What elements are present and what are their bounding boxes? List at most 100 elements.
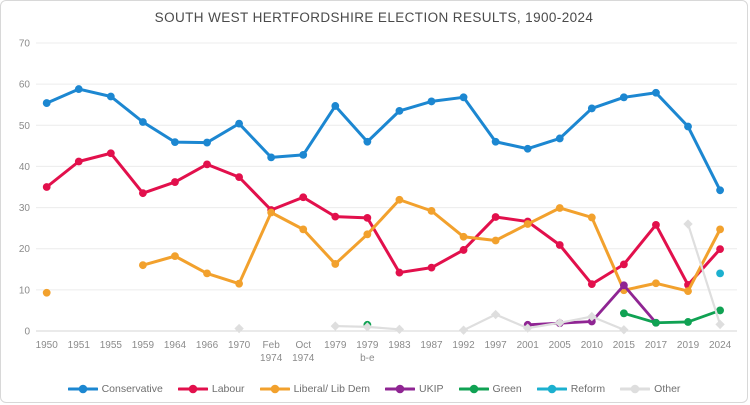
legend-marker-icon — [67, 384, 98, 394]
data-point-Labour — [427, 263, 436, 272]
data-point-Conservative — [587, 104, 596, 113]
data-point-Conservative — [42, 99, 51, 107]
data-point-Liberal/ Lib Dem — [459, 232, 468, 241]
legend-label: Labour — [211, 383, 245, 395]
legend-label: Reform — [570, 383, 606, 395]
data-point-Liberal/ Lib Dem — [235, 279, 243, 288]
legend-marker-icon — [620, 384, 651, 394]
data-point-Labour — [74, 157, 83, 166]
x-axis-tick-label: b-e — [360, 353, 375, 364]
data-point-Liberal/ Lib Dem — [587, 213, 596, 222]
data-point-Green — [684, 318, 692, 326]
x-axis-tick-label: 2001 — [517, 340, 540, 351]
x-axis-tick-label: 2019 — [677, 340, 700, 351]
data-point-Conservative — [235, 119, 243, 128]
data-point-Labour — [363, 213, 372, 222]
data-point-Conservative — [171, 138, 179, 147]
x-axis-tick-label: 1951 — [68, 340, 91, 351]
data-point-Liberal/ Lib Dem — [555, 204, 564, 212]
data-point-Green — [716, 306, 724, 315]
x-axis-tick-label: 1955 — [100, 340, 123, 351]
data-point-Liberal/ Lib Dem — [171, 252, 179, 261]
x-axis-tick-label: 2005 — [549, 340, 572, 351]
x-axis-tick-label: 1974 — [260, 353, 283, 364]
legend-item-labour: Labour — [177, 383, 245, 395]
x-axis-tick-label: 1950 — [36, 340, 59, 351]
data-point-Conservative — [523, 144, 532, 153]
y-axis-tick-label: 0 — [24, 327, 30, 338]
data-point-Conservative — [459, 93, 468, 102]
data-point-Liberal/ Lib Dem — [395, 195, 404, 204]
legend-marker-icon — [385, 384, 416, 394]
series-line-Green — [622, 309, 722, 325]
data-point-UKIP — [619, 281, 628, 290]
data-point-Labour — [395, 268, 404, 277]
data-point-Conservative — [652, 88, 660, 97]
data-point-Liberal/ Lib Dem — [363, 230, 372, 239]
x-axis-tick-label: Feb — [263, 340, 281, 351]
series-line-Labour — [45, 151, 722, 287]
data-point-Liberal/ Lib Dem — [523, 220, 532, 228]
data-point-Labour — [331, 212, 340, 221]
legend-item-liberal-lib-dem: Liberal/ Lib Dem — [259, 383, 371, 395]
data-point-Labour — [203, 160, 211, 169]
legend-item-other: Other — [620, 383, 680, 395]
x-axis-tick-label: 1970 — [228, 340, 251, 351]
data-point-Other — [458, 325, 469, 335]
x-axis-tick-label: 1964 — [164, 340, 187, 351]
data-point-Conservative — [138, 118, 147, 126]
line-chart-plot: 0 10 20 30 40 50 60 70 1950 1951 1955 1959 1964 1966 1… — [19, 39, 737, 364]
data-point-Conservative — [684, 122, 692, 131]
y-axis-tick-label: 50 — [19, 121, 31, 132]
legend-item-green: Green — [458, 383, 522, 395]
y-axis-tick-label: 40 — [19, 162, 31, 173]
y-axis-tick-label: 70 — [19, 39, 31, 50]
data-point-Conservative — [619, 93, 628, 102]
data-point-Other — [587, 311, 597, 322]
data-point-Labour — [138, 189, 147, 198]
data-point-Other — [490, 309, 501, 320]
data-point-Labour — [491, 213, 500, 221]
data-point-Conservative — [203, 138, 211, 147]
data-point-Other — [715, 319, 725, 330]
data-point-Conservative — [106, 92, 115, 101]
x-axis-tick-label: 1987 — [420, 340, 443, 351]
y-axis-tick-label: 30 — [19, 203, 31, 214]
data-point-Conservative — [555, 134, 564, 143]
data-point-Conservative — [427, 97, 436, 106]
x-axis-tick-label: 1959 — [132, 340, 155, 351]
legend-marker-icon — [259, 384, 290, 394]
x-axis-tick-label: 1966 — [196, 340, 219, 351]
data-point-Labour — [555, 241, 564, 249]
y-axis-tick-label: 10 — [19, 285, 31, 296]
legend-marker-icon — [536, 384, 567, 394]
data-point-Other — [523, 323, 533, 333]
data-point-Conservative — [267, 153, 276, 162]
data-point-Green — [619, 309, 628, 318]
data-point-Labour — [235, 173, 243, 182]
data-point-Liberal/ Lib Dem — [427, 206, 436, 215]
data-point-Other — [330, 321, 340, 331]
data-point-Liberal/ Lib Dem — [716, 225, 724, 234]
x-axis-tick-label: 1979 — [356, 340, 379, 351]
data-point-Liberal/ Lib Dem — [203, 269, 211, 278]
data-point-Liberal/ Lib Dem — [684, 287, 692, 295]
data-point-Labour — [587, 280, 596, 288]
x-axis-tick-label: Oct — [295, 340, 311, 351]
data-point-Labour — [42, 183, 51, 191]
data-point-Labour — [299, 193, 308, 202]
data-point-Green — [652, 318, 660, 327]
data-point-Liberal/ Lib Dem — [299, 225, 308, 234]
legend-label: Liberal/ Lib Dem — [293, 383, 371, 395]
data-point-Conservative — [331, 102, 340, 110]
x-axis-tick-label: 1992 — [452, 340, 475, 351]
legend-label: Green — [492, 383, 522, 395]
data-point-Other — [619, 325, 629, 335]
chart-legend: Conservative Labour Liberal/ Lib Dem UKIP Gr… — [1, 383, 747, 395]
data-point-Other — [394, 324, 405, 335]
x-axis-tick-label: 1983 — [388, 340, 411, 351]
x-axis-tick-label: 2015 — [613, 340, 636, 351]
legend-marker-icon — [458, 384, 489, 394]
legend-label: Conservative — [101, 383, 163, 395]
